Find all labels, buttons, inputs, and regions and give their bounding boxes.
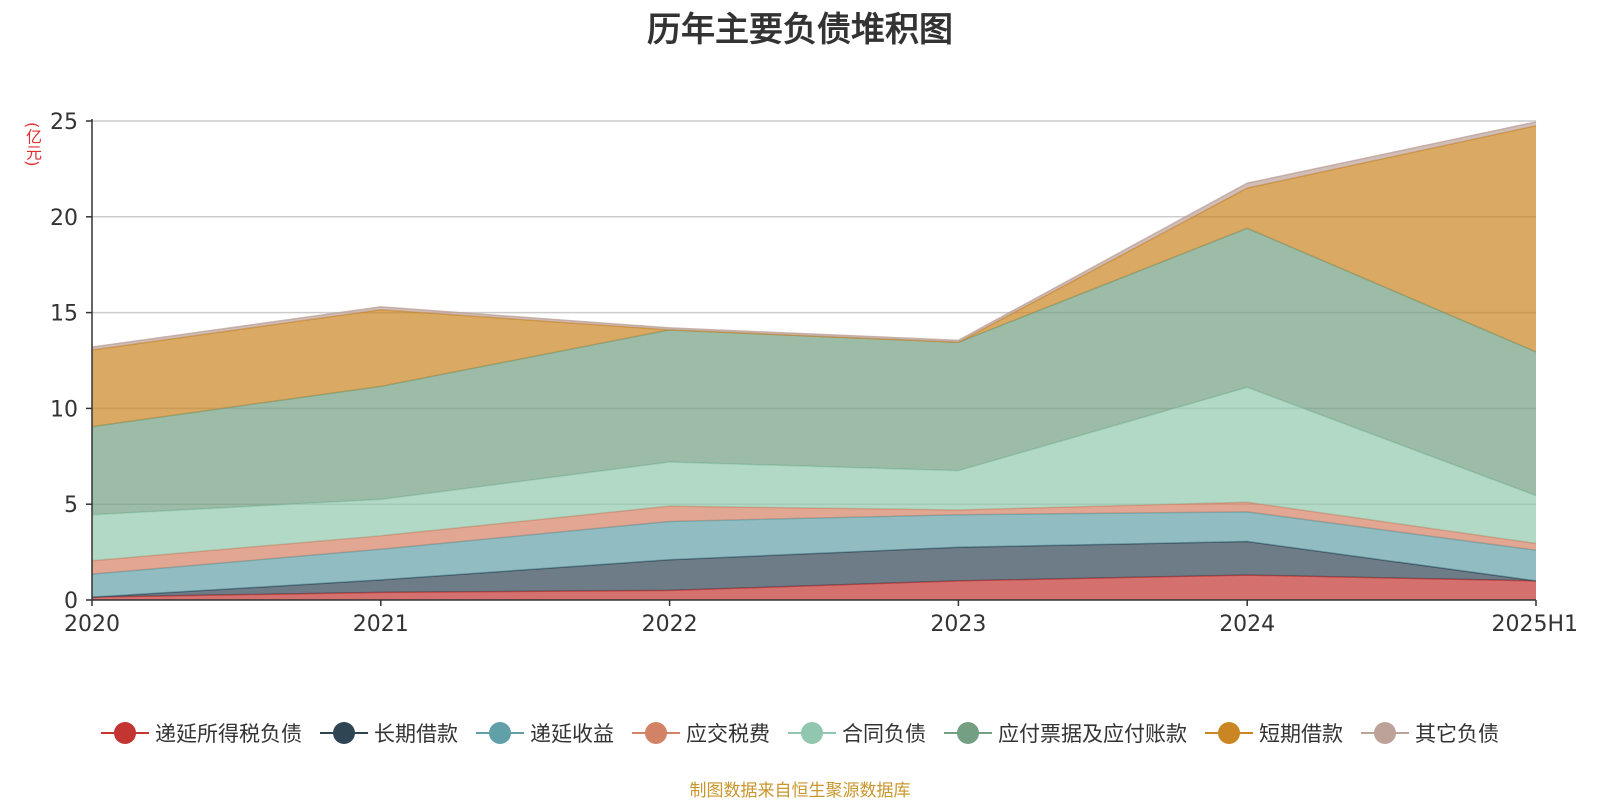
legend-item[interactable]: 应付票据及应付账款 bbox=[944, 718, 1187, 748]
legend-item[interactable]: 短期借款 bbox=[1205, 718, 1343, 748]
x-tick-label: 2025H1 bbox=[1491, 612, 1578, 637]
x-tick-label: 2023 bbox=[930, 612, 986, 637]
y-tick-label: 10 bbox=[50, 397, 78, 422]
area-series-3 bbox=[92, 502, 1536, 575]
legend-marker-icon bbox=[944, 721, 992, 745]
legend-item[interactable]: 递延收益 bbox=[476, 718, 614, 748]
legend-marker-icon bbox=[632, 721, 680, 745]
area-series-1 bbox=[92, 541, 1536, 598]
area-series-0 bbox=[92, 575, 1536, 600]
area-series-line-7 bbox=[91, 121, 1537, 348]
axes: 0 5 10 15 20 25 2020 2021 2022 2023 2024 2025H1 bbox=[50, 110, 1578, 637]
y-tick-label: 0 bbox=[64, 589, 78, 614]
y-tick-label: 20 bbox=[50, 206, 78, 231]
y-tick-label: 25 bbox=[50, 110, 78, 135]
legend-marker-icon bbox=[476, 721, 524, 745]
legend-item[interactable]: 长期借款 bbox=[320, 718, 458, 748]
area-series bbox=[91, 121, 1537, 600]
area-series-2 bbox=[92, 511, 1536, 598]
stacked-area-chart: 0 5 10 15 20 25 2020 2021 2022 2023 2024 2025H1 bbox=[50, 110, 1578, 637]
legend-label: 递延收益 bbox=[530, 722, 614, 746]
legend-marker-icon bbox=[788, 721, 836, 745]
legend-marker-icon bbox=[1361, 721, 1409, 745]
legend-label: 应交税费 bbox=[686, 722, 770, 746]
y-tick-label: 5 bbox=[64, 493, 78, 518]
area-series-5 bbox=[92, 228, 1536, 515]
legend-label: 长期借款 bbox=[374, 722, 458, 746]
chart-title: 历年主要负债堆积图 bbox=[647, 10, 953, 50]
x-tick-label: 2024 bbox=[1219, 612, 1275, 637]
legend-item[interactable]: 应交税费 bbox=[632, 718, 770, 748]
legend-item[interactable]: 其它负债 bbox=[1361, 718, 1499, 748]
x-tick-label: 2020 bbox=[64, 612, 120, 637]
x-tick-label: 2021 bbox=[353, 612, 409, 637]
legend-label: 短期借款 bbox=[1259, 722, 1343, 746]
legend-item[interactable]: 递延所得税负债 bbox=[101, 718, 302, 748]
area-series-4 bbox=[92, 387, 1536, 561]
legend-label: 合同负债 bbox=[842, 722, 926, 746]
data-source-note: 制图数据来自恒生聚源数据库 bbox=[689, 781, 911, 801]
legend-marker-icon bbox=[320, 721, 368, 745]
legend-marker-icon bbox=[101, 721, 149, 745]
x-tick-label: 2022 bbox=[642, 612, 698, 637]
legend-item[interactable]: 合同负债 bbox=[788, 718, 926, 748]
y-tick-label: 15 bbox=[50, 302, 78, 327]
legend: 递延所得税负债 长期借款 递延收益 应交税费 合同负债 应付票据及应付账款 短期借款 其它负债 bbox=[0, 716, 1600, 750]
y-axis-unit-label: (亿元) bbox=[23, 122, 42, 167]
legend-label: 应付票据及应付账款 bbox=[998, 722, 1187, 746]
area-series-6 bbox=[92, 125, 1536, 427]
legend-marker-icon bbox=[1205, 721, 1253, 745]
legend-label: 其它负债 bbox=[1415, 722, 1499, 746]
legend-label: 递延所得税负债 bbox=[155, 722, 302, 746]
